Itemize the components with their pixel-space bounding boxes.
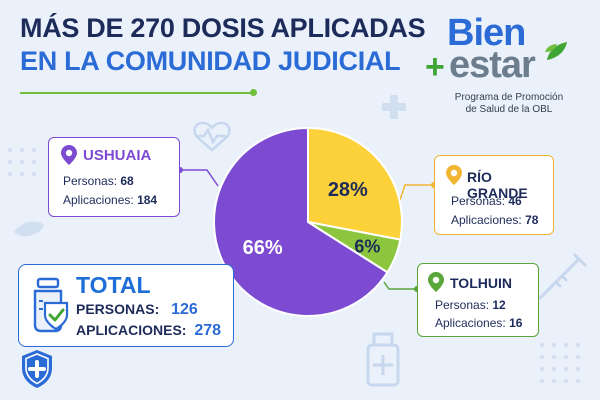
logo-subtitle: Programa de Promoción de Salud de la OBL: [439, 92, 579, 116]
rio-grande-aplicaciones: Aplicaciones: 78: [451, 213, 539, 227]
logo-subtitle-line-2: de Salud de la OBL: [465, 104, 553, 115]
rio-grande-personas: Personas: 46: [451, 194, 522, 208]
title-line-2: EN LA COMUNIDAD JUDICIAL: [20, 46, 401, 76]
pie-label-rio-grande: 28%: [328, 179, 368, 201]
total-personas: PERSONAS: 126: [76, 301, 198, 318]
leaf-icon: [14, 221, 44, 237]
card-ushuaia: USHUAIA Personas: 68 Aplicaciones: 184: [48, 137, 180, 217]
location-pin-icon: [428, 272, 444, 292]
tolhuin-personas: Personas: 12: [435, 298, 506, 312]
vial-icon: [366, 332, 400, 387]
logo-subtitle-line-1: Programa de Promoción: [454, 92, 564, 103]
logo-word-estar: estar: [449, 44, 536, 86]
ushuaia-aplicaciones: Aplicaciones: 184: [63, 193, 158, 207]
pie-slice-rio-grande: [307, 126, 403, 241]
logo-plus: +: [425, 48, 445, 86]
leader-tolhuin: [383, 281, 417, 290]
total-aplicaciones: APLICACIONES: 278: [76, 322, 222, 339]
ushuaia-personas: Personas: 68: [63, 174, 134, 188]
leaf-icon: [545, 42, 567, 60]
title-line-1: MÁS DE 270 DOSIS APLICADAS: [20, 13, 426, 43]
vaccine-shield-icon: [33, 277, 69, 333]
pie-label-tolhuin: 6%: [354, 237, 380, 257]
location-pin-icon: [446, 165, 462, 185]
page-title: MÁS DE 270 DOSIS APLICADAS EN LA COMUNID…: [20, 12, 426, 78]
region-name-ushuaia: USHUAIA: [83, 147, 152, 164]
title-underline: [20, 92, 252, 94]
plus-icon: [382, 95, 406, 119]
card-rio-grande: RÍO GRANDE Personas: 46 Aplicaciones: 78: [434, 155, 554, 235]
region-name-rio-grande: RÍO GRANDE: [467, 169, 528, 201]
card-tolhuin: TOLHUIN Personas: 12 Aplicaciones: 16: [417, 263, 539, 337]
heart-pulse-icon: [193, 121, 231, 152]
location-pin-icon: [61, 145, 77, 165]
pie-label-ushuaia: 66%: [243, 237, 283, 259]
total-title: TOTAL: [76, 272, 151, 298]
title-underline-dot: [250, 89, 257, 96]
syringe-icon: [538, 253, 587, 300]
tolhuin-aplicaciones: Aplicaciones: 16: [435, 316, 523, 330]
leader-rio-grande: [399, 184, 434, 201]
bienestar-logo: Bien + estar Programa de Promoción de Sa…: [425, 12, 595, 122]
card-total: TOTAL PERSONAS: 126 APLICACIONES: 278: [18, 264, 234, 347]
logo-word-bien: Bien: [447, 12, 526, 54]
leader-ushuaia: [180, 169, 219, 187]
shield-plus-icon: [22, 350, 52, 388]
region-name-tolhuin: TOLHUIN: [450, 275, 512, 291]
